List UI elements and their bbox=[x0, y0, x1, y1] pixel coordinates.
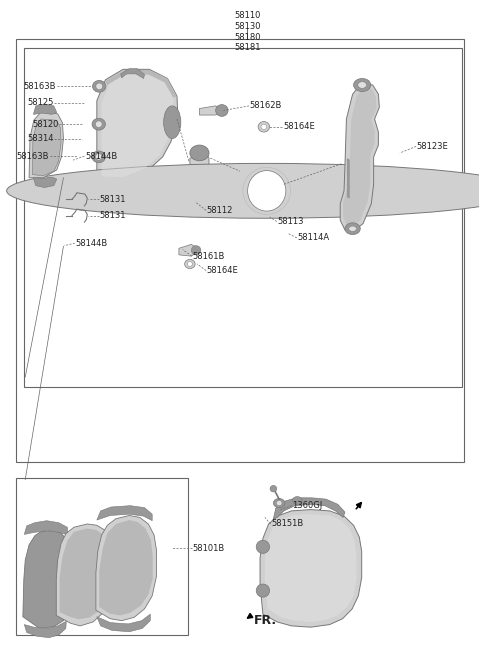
Polygon shape bbox=[24, 521, 68, 535]
Ellipse shape bbox=[185, 259, 195, 268]
Bar bbox=[24, 49, 462, 387]
Text: FR.: FR. bbox=[254, 614, 277, 627]
Ellipse shape bbox=[188, 261, 192, 266]
Text: 58113: 58113 bbox=[277, 217, 304, 226]
Polygon shape bbox=[102, 73, 174, 177]
Polygon shape bbox=[179, 245, 196, 256]
Text: 58163B: 58163B bbox=[24, 82, 56, 91]
Polygon shape bbox=[24, 621, 66, 638]
Polygon shape bbox=[190, 153, 209, 211]
Polygon shape bbox=[120, 69, 144, 79]
Polygon shape bbox=[347, 158, 350, 199]
Polygon shape bbox=[340, 83, 379, 232]
Text: 58131: 58131 bbox=[99, 195, 126, 204]
Ellipse shape bbox=[92, 151, 106, 163]
Polygon shape bbox=[23, 531, 74, 628]
Ellipse shape bbox=[93, 81, 106, 92]
Text: 58125: 58125 bbox=[27, 98, 54, 107]
Polygon shape bbox=[97, 614, 150, 632]
Text: 58112: 58112 bbox=[206, 206, 233, 215]
Ellipse shape bbox=[96, 83, 103, 90]
Bar bbox=[16, 39, 464, 462]
Ellipse shape bbox=[270, 485, 277, 492]
Ellipse shape bbox=[96, 154, 102, 160]
Ellipse shape bbox=[92, 118, 106, 130]
Ellipse shape bbox=[7, 163, 480, 218]
Polygon shape bbox=[34, 177, 57, 188]
Ellipse shape bbox=[276, 501, 282, 506]
Ellipse shape bbox=[96, 121, 102, 127]
Text: 58144B: 58144B bbox=[75, 239, 108, 247]
Ellipse shape bbox=[190, 145, 209, 161]
Text: 58120: 58120 bbox=[32, 119, 59, 129]
Polygon shape bbox=[99, 520, 153, 615]
Text: 58131: 58131 bbox=[99, 211, 126, 220]
Ellipse shape bbox=[349, 226, 357, 232]
Text: 58110: 58110 bbox=[234, 11, 260, 20]
Text: 58114A: 58114A bbox=[297, 234, 329, 242]
Text: 58180: 58180 bbox=[234, 33, 261, 43]
Text: 58181: 58181 bbox=[234, 43, 261, 52]
Polygon shape bbox=[96, 516, 156, 621]
Ellipse shape bbox=[345, 223, 360, 235]
Polygon shape bbox=[343, 87, 376, 227]
Ellipse shape bbox=[256, 541, 270, 554]
Polygon shape bbox=[274, 498, 345, 519]
Polygon shape bbox=[60, 529, 109, 619]
Bar bbox=[16, 478, 188, 635]
Ellipse shape bbox=[216, 104, 228, 116]
Ellipse shape bbox=[261, 124, 267, 129]
Ellipse shape bbox=[292, 497, 302, 504]
Polygon shape bbox=[260, 510, 362, 627]
Polygon shape bbox=[97, 70, 178, 179]
Text: 58164E: 58164E bbox=[283, 122, 315, 131]
Polygon shape bbox=[34, 104, 57, 114]
Text: 58162B: 58162B bbox=[250, 102, 282, 110]
Text: 58314: 58314 bbox=[27, 134, 54, 143]
Polygon shape bbox=[106, 70, 177, 97]
Polygon shape bbox=[97, 506, 152, 521]
Ellipse shape bbox=[192, 246, 201, 255]
Text: 58164E: 58164E bbox=[206, 266, 239, 275]
Ellipse shape bbox=[274, 499, 285, 508]
Polygon shape bbox=[56, 524, 112, 626]
Text: 58151B: 58151B bbox=[271, 520, 303, 529]
Ellipse shape bbox=[164, 106, 181, 138]
Text: 1360GJ: 1360GJ bbox=[292, 501, 323, 510]
Ellipse shape bbox=[354, 79, 371, 92]
Text: 58161B: 58161B bbox=[192, 252, 225, 260]
Text: 58101B: 58101B bbox=[192, 544, 225, 552]
Ellipse shape bbox=[248, 171, 286, 211]
Ellipse shape bbox=[358, 82, 366, 89]
Polygon shape bbox=[29, 112, 63, 178]
Polygon shape bbox=[199, 106, 222, 115]
Ellipse shape bbox=[258, 121, 270, 132]
Ellipse shape bbox=[190, 199, 209, 215]
Text: 58144B: 58144B bbox=[85, 152, 117, 161]
Ellipse shape bbox=[256, 584, 270, 597]
Text: 58130: 58130 bbox=[234, 22, 261, 31]
Text: 58163B: 58163B bbox=[17, 152, 49, 161]
Polygon shape bbox=[265, 514, 357, 622]
Polygon shape bbox=[33, 119, 61, 176]
Text: 58123E: 58123E bbox=[417, 142, 448, 151]
